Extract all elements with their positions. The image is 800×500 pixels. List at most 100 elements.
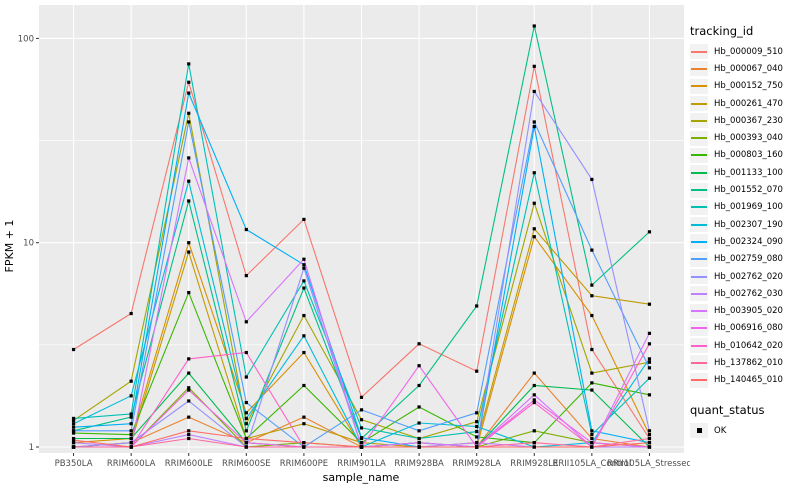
legend-key	[690, 372, 708, 388]
legend-color-line	[691, 102, 707, 105]
data-point	[532, 383, 536, 388]
legend-color-line	[691, 361, 707, 364]
quant-status-legend: quant_status OK	[690, 403, 798, 439]
data-point	[187, 62, 191, 66]
data-point	[71, 418, 76, 422]
data-point	[71, 431, 76, 435]
data-point	[647, 357, 652, 361]
legend-entry: Hb_001133_100	[690, 164, 798, 181]
legend-key	[690, 320, 708, 336]
data-point	[129, 311, 133, 316]
legend-entry-label: Hb_000009_510	[714, 46, 783, 57]
data-point	[647, 376, 652, 380]
data-point	[244, 445, 248, 449]
legend-key	[690, 234, 708, 250]
data-point	[417, 364, 421, 368]
data-point	[244, 400, 248, 405]
legend-color-line	[691, 67, 707, 70]
x-tick-label: PB350LA	[55, 459, 93, 469]
data-point	[359, 395, 364, 399]
data-point	[129, 445, 133, 449]
data-point	[359, 441, 364, 445]
data-point	[302, 266, 306, 270]
legend-entry: Hb_002307_190	[690, 216, 798, 233]
data-point	[302, 441, 306, 445]
legend-title: tracking_id	[690, 24, 754, 38]
legend-key	[690, 303, 708, 319]
data-point	[417, 383, 421, 388]
legend-entry-label: Hb_000803_160	[714, 150, 783, 161]
legend-entry: Hb_000367_230	[690, 112, 798, 129]
data-point	[244, 375, 248, 379]
data-point	[590, 177, 594, 182]
data-point	[187, 241, 191, 245]
x-tick-label: RRIM600SE	[222, 459, 271, 469]
legend-color-line	[691, 275, 707, 278]
data-point	[647, 302, 652, 306]
data-point	[532, 441, 536, 445]
legend-entry-label: Hb_006916_080	[714, 323, 783, 334]
legend-entry: Hb_000067_040	[690, 60, 798, 77]
data-point	[187, 250, 191, 254]
data-point	[532, 89, 536, 94]
quant-status-title: quant_status	[690, 402, 765, 417]
data-point	[417, 441, 421, 445]
legend-entry-label: Hb_002762_030	[714, 288, 783, 299]
legend-color-line	[691, 171, 707, 174]
legend-color-line	[691, 379, 707, 382]
data-point	[417, 342, 421, 346]
data-point	[244, 274, 248, 278]
legend-entry: OK	[690, 422, 798, 439]
data-point	[129, 432, 133, 437]
data-point	[187, 415, 191, 419]
data-point	[302, 313, 306, 318]
legend-key	[690, 182, 708, 198]
legend-entry: Hb_000009_510	[690, 43, 798, 60]
x-tick-label: RRIM928BA	[394, 459, 444, 469]
legend-entry-label: Hb_002759_080	[714, 254, 783, 265]
data-point	[187, 432, 191, 437]
legend-entry: Hb_002759_080	[690, 251, 798, 268]
legend-key	[690, 251, 708, 267]
data-point	[532, 24, 536, 28]
x-axis-title: sample_name	[323, 471, 400, 484]
data-point	[532, 393, 536, 397]
data-point	[647, 436, 652, 441]
data-point	[475, 369, 479, 373]
data-point	[187, 388, 191, 392]
legend-entry-label: Hb_003905_020	[714, 306, 783, 317]
data-point	[71, 429, 76, 433]
data-point	[187, 199, 191, 203]
legend-color-line	[691, 327, 707, 330]
data-point	[71, 438, 76, 442]
data-point	[71, 425, 76, 429]
data-point	[647, 429, 652, 433]
data-point	[244, 411, 248, 415]
data-point	[647, 342, 652, 346]
data-point	[647, 445, 652, 449]
data-point	[475, 441, 479, 445]
data-point	[71, 445, 76, 449]
data-point	[532, 429, 536, 433]
data-point	[187, 156, 191, 160]
data-point	[359, 436, 364, 440]
data-point	[302, 279, 306, 283]
legend-entry-label: Hb_001969_100	[714, 202, 783, 213]
legend-entry: Hb_006916_080	[690, 320, 798, 337]
legend-color-line	[691, 137, 707, 140]
data-point	[187, 399, 191, 403]
data-point	[647, 331, 652, 335]
data-point	[187, 429, 191, 433]
legend-entry-label: Hb_137862_010	[714, 357, 783, 368]
data-point	[302, 350, 306, 355]
legend-entry-label: Hb_000393_040	[714, 133, 783, 144]
data-point	[417, 436, 421, 441]
data-point	[532, 235, 536, 239]
data-point	[129, 429, 133, 433]
legend: tracking_id Hb_000009_510 Hb_000067_040 Hb…	[690, 24, 798, 439]
data-point	[302, 257, 306, 261]
point-marker-icon	[696, 428, 702, 434]
legend-key	[690, 78, 708, 94]
legend-entry-label: Hb_002762_020	[714, 271, 783, 282]
data-point	[302, 422, 306, 426]
